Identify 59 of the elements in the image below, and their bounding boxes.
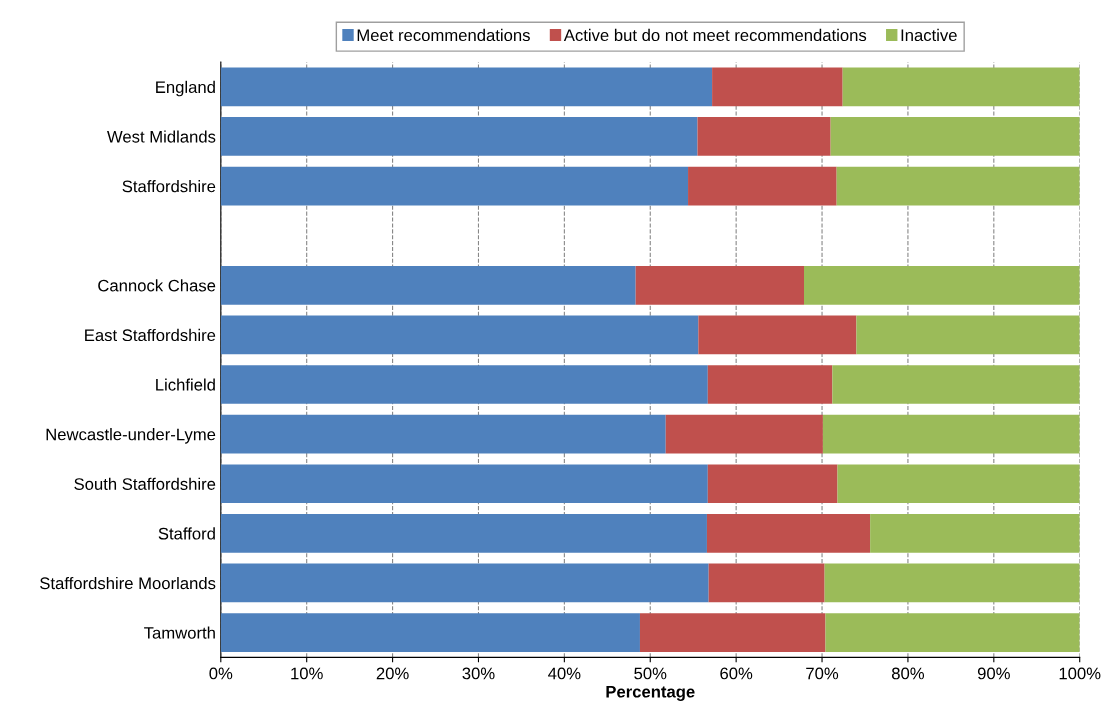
x-tick-label: 100% [1059,667,1101,680]
x-tick-label: 0% [209,667,233,680]
x-tick-label: 10% [291,667,323,680]
y-tick-label: Cannock Chase [98,279,216,292]
legend-label: Meet recommendations [357,28,530,42]
bar [836,166,1080,206]
y-tick-label: Newcastle-under-Lyme [46,428,216,444]
bar [842,67,1080,107]
x-tick-label: 80% [891,667,925,680]
x-tick-label: 90% [977,667,1010,680]
bar [220,613,640,652]
x-tick-label: 30% [462,667,495,680]
bar [220,265,636,305]
y-tick-label: Lichfield [156,378,215,391]
bar [220,166,689,206]
bar [870,514,1080,553]
bar [220,117,698,156]
y-tick-label: Staffordshire [122,180,216,193]
bar [708,563,825,603]
x-axis-title: Percentage [606,685,695,701]
x-tick-label: 20% [376,667,409,680]
bar [804,265,1080,305]
bar [220,563,709,603]
y-tick-label: England [156,80,215,97]
bar [635,265,804,305]
bar [220,67,713,107]
bar [822,414,1080,454]
bar [688,166,837,206]
bar [824,563,1080,603]
x-tick-label: 60% [720,667,753,680]
bar [665,414,823,454]
bar [837,464,1080,504]
bar [220,365,708,404]
y-tick-label: Tamworth [144,626,215,639]
legend-label: Inactive [901,28,957,42]
bar [706,514,871,553]
y-tick-label: Staffordshire Moorlands [40,576,216,590]
y-tick-label: Stafford [158,527,215,540]
bar [856,315,1080,355]
x-tick-label: 50% [634,667,667,680]
bar [697,117,831,156]
bar [825,613,1080,652]
bar [220,414,666,454]
y-tick-label: West Midlands [107,130,216,143]
bar [639,613,826,652]
legend-label: Active but do not meet recommendations [563,28,867,42]
bar [220,464,708,504]
x-tick-label: 40% [548,667,581,680]
bar [830,117,1080,156]
bar [712,67,843,107]
bar [220,315,699,355]
bar [698,315,857,355]
bar [220,514,707,553]
y-tick-label: East Staffordshire [85,328,216,342]
bar [707,464,838,504]
bar [707,365,833,404]
x-tick-label: 70% [806,667,839,680]
bar [832,365,1080,404]
y-tick-label: South Staffordshire [74,477,216,490]
